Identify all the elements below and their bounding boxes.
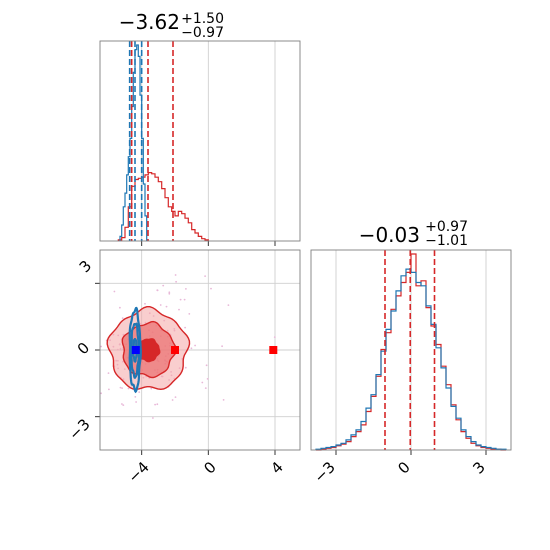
sample-point [144,302,146,305]
sample-point [185,288,187,290]
histogram-series-1 [119,44,148,241]
sample-point [138,391,141,393]
hist-param2-title-lower: −1.01 [425,233,468,249]
sample-point [188,313,191,315]
sample-point [178,308,180,311]
truth-marker-1 [171,346,179,354]
sample-point [222,399,225,401]
sample-point [113,290,116,293]
sample-point [154,403,157,406]
sample-point [107,372,110,374]
sample-point [205,364,208,367]
sample-point [171,399,174,401]
sample-point [174,274,177,276]
sample-point [168,292,171,295]
sample-point [194,344,197,347]
sample-point [190,347,193,350]
hist-param2-marks [315,250,507,451]
sample-point [221,345,224,348]
sample-point [175,280,178,283]
sample-point [108,388,110,391]
joint-panel: −4 0 4 3 0 −3 [65,249,301,486]
hist-param1-panel: −3.62 +1.50 −0.97 [99,10,301,246]
hist-param2-title-main: −0.03 [359,223,420,247]
param2-y-tick-label-neg3: −3 [65,415,93,443]
sample-point [150,387,153,390]
hist-param2-title-upper: +0.97 [425,219,468,235]
sample-point [204,275,207,277]
sample-point [119,306,121,309]
param2-y-tick-label-0: 0 [74,339,93,358]
hist-param2-frame [310,249,512,451]
truth-marker-2 [269,346,278,354]
sample-point [121,387,123,389]
sample-point [121,403,123,405]
hist-param1-frame [99,40,301,242]
sample-point [100,392,102,395]
sample-point [201,381,204,384]
sample-point [156,289,159,292]
joint-frame [99,249,301,451]
param2-x-tick-label-0: 0 [394,458,413,477]
sample-point [100,345,102,348]
sample-point [122,404,125,406]
param2-x-tick-label-3: 3 [469,458,488,477]
sample-point [152,417,154,419]
sample-point [162,284,165,287]
sample-point [174,396,177,398]
truth-marker-0 [131,346,140,354]
hist-param1-gridlines [141,41,276,246]
contour-1-level-0 [128,306,142,394]
sample-point [204,387,207,389]
sample-point [127,387,130,390]
param1-x-tick-label-neg4: −4 [124,458,152,486]
sample-point [159,304,162,306]
param2-y-tick-label-3: 3 [76,257,95,276]
hist-param1-title-main: −3.62 [119,10,180,34]
sample-point [156,403,159,406]
sample-point [135,401,138,403]
sample-point [227,304,230,306]
param2-x-tick-label-neg3: −3 [310,458,338,486]
contour-1-level-1 [130,322,140,379]
sample-point [179,298,182,301]
sample-point [184,326,187,329]
sample-point [134,396,137,398]
sample-point [165,305,168,308]
sample-point [121,317,124,319]
joint-marks [100,274,278,419]
hist-param2-panel: −0.03 +0.97 −1.01 −3 0 3 [310,219,512,486]
sample-point [273,336,276,338]
sample-point [210,287,212,290]
hist-param1-title-lower: −0.97 [181,25,224,41]
sample-point [183,298,186,301]
hist-param1-marks [117,41,209,241]
param1-x-tick-label-4: 4 [267,458,286,477]
sample-point [184,366,187,369]
hist-param1-title-upper: +1.50 [181,11,224,27]
sample-point [168,291,171,294]
sample-point [119,386,122,389]
param1-x-tick-label-0: 0 [200,458,219,477]
sample-point [206,378,209,380]
